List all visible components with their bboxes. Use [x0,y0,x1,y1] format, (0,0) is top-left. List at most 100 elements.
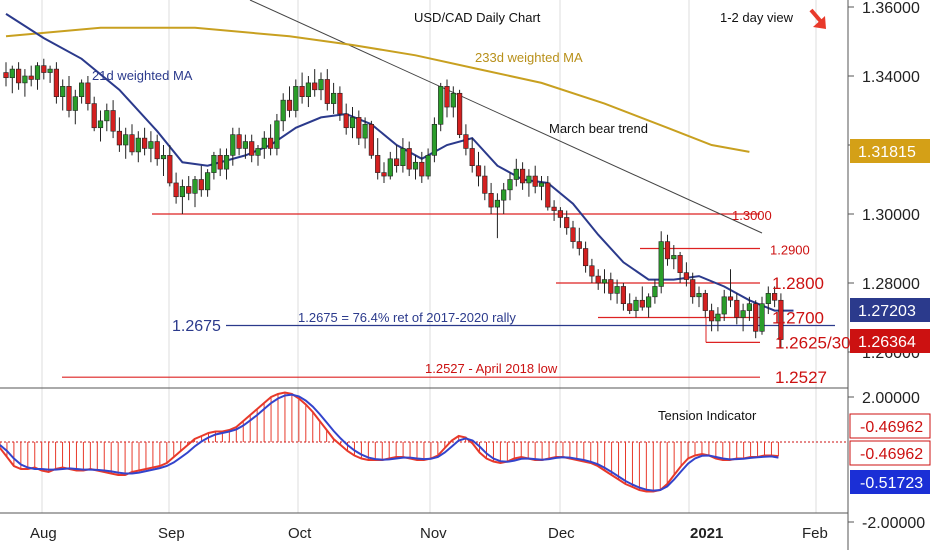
candle-body [255,148,261,156]
candle-body [318,79,324,91]
candle-body [267,137,274,149]
candle-body [116,130,122,146]
candle-body [557,210,563,218]
candle-body [274,120,280,149]
candle-body [249,141,255,156]
candle-body [526,175,532,184]
candle-body [715,313,721,322]
candle-body [658,241,664,287]
price-tag-box [850,298,930,322]
candle-body [362,124,368,139]
candle-body [60,86,66,97]
candle-body [97,120,104,129]
april-low-label: 1.2527 - April 2018 low [425,361,558,376]
tension-indicator-label: Tension Indicator [658,408,757,423]
price-tag-value: 1.27203 [858,303,916,320]
candle-body [22,75,28,84]
candle-body [551,206,557,211]
candle-body [3,72,9,79]
price-tick-label: 1.28000 [862,276,920,293]
candle-body [198,179,204,191]
candle-body [47,68,53,73]
candle-body [753,303,759,332]
price-tick-label: 1.34000 [862,69,920,86]
candle-body [734,299,740,318]
indicator-tag-value: -0.46962 [860,446,923,463]
candle-body [482,175,488,194]
date-label: Dec [548,525,575,542]
candle-body [356,117,362,139]
candle-body [9,68,15,79]
candle-body [639,299,645,308]
candle-body [217,155,223,170]
level-label: 1.2800 [772,274,824,293]
candle-body [488,193,494,208]
candle-body [702,293,708,311]
candle-body [79,82,85,98]
indicator-tags: -0.46962 -0.46962 -0.51723 [849,413,931,494]
indicator-tag-box [849,440,931,466]
candle-body [765,293,771,305]
candle-body [469,148,475,166]
candle-body [576,241,582,249]
date-label: Nov [420,525,447,542]
candle-body [501,189,507,201]
candle-body [123,134,129,146]
candle-body [15,68,22,84]
candle-body [652,286,658,298]
date-label: Aug [30,525,57,542]
candle-body [72,96,78,111]
price-tick-label: 1.30000 [862,207,920,224]
ma233-label: 233d weighted MA [475,50,583,65]
candle-body [343,113,349,129]
date-label: Oct [288,525,312,542]
date-label: 2021 [690,525,723,542]
candle-body [173,182,179,198]
chart-subtitle: 1-2 day view [720,10,794,25]
candle-body [664,241,671,260]
candle-body [142,137,148,149]
candle-body [406,148,412,170]
candle-body [570,227,576,242]
candle-body [475,165,482,177]
candle-body [205,172,211,191]
candle-body [192,179,198,194]
horizontal-levels [62,213,760,378]
candle-body [721,296,727,315]
candle-body [160,155,167,160]
candle-body [671,255,677,260]
bear-trend-label: March bear trend [549,121,648,136]
candle-body [280,99,286,122]
date-axis: Aug Sep Oct Nov Dec 2021 Feb [30,525,828,542]
candle-body [324,79,330,104]
candle-body [91,103,97,129]
candle-body [242,141,249,149]
candle-body [412,161,419,170]
march-bear-trendline [249,0,763,234]
candle-body [545,182,551,208]
candle-body [330,92,337,104]
candle-body [104,110,110,122]
candle-body [148,141,154,149]
candle-body [110,110,116,132]
vertical-gridlines [41,0,817,513]
down-arrow-icon [809,8,826,29]
candle-body [393,158,400,167]
candle-body [34,65,41,80]
ma21-line [5,13,794,312]
candle-body [419,161,425,177]
price-tick-label: 1.36000 [862,0,920,17]
candle-body [532,175,538,187]
candlesticks [3,58,784,349]
candle-body [778,299,784,340]
indicator-tag-value: -0.46962 [860,419,923,436]
candle-body [186,186,192,194]
candle-body [595,275,601,284]
candle-body [53,68,59,97]
candle-body [400,148,406,166]
candle-body [677,255,683,273]
level-label: 1.2625/30 [775,333,851,352]
level-label: 1.3000 [732,208,772,223]
